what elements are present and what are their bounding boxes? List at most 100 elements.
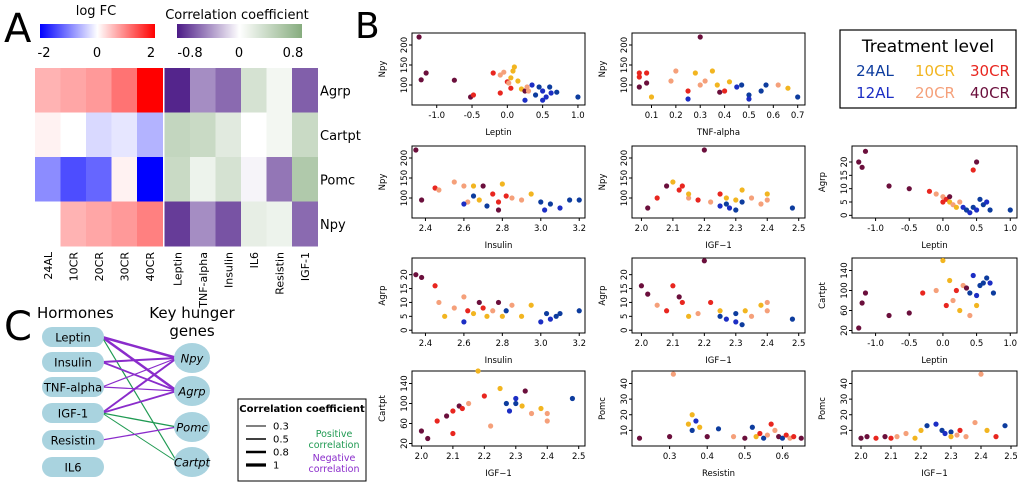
- data-point: [436, 299, 442, 306]
- data-point: [495, 199, 502, 205]
- y-tick-label: 10: [620, 297, 630, 308]
- heatmap-cell-logfc: [137, 68, 163, 113]
- plot-frame: [631, 370, 806, 447]
- data-point: [730, 434, 737, 440]
- data-point: [739, 187, 745, 193]
- data-point: [906, 310, 912, 316]
- data-point: [686, 191, 692, 197]
- x-tick-label: 2.0: [635, 339, 649, 349]
- data-point: [509, 302, 515, 308]
- heatmap-cell-logfc: [86, 201, 112, 247]
- data-point: [948, 434, 954, 440]
- data-point: [636, 74, 642, 80]
- data-point: [739, 199, 745, 205]
- x-tick-label: 2.4: [419, 339, 433, 349]
- y-tick-label: 10: [840, 183, 850, 194]
- data-point: [695, 310, 701, 317]
- data-point: [963, 285, 970, 291]
- data-point: [973, 302, 980, 309]
- heatmap-cell-corr: [241, 157, 267, 202]
- treatment-legend-item: 20CR: [915, 84, 955, 102]
- x-tick-label: 2.1: [666, 339, 680, 349]
- data-point: [497, 90, 503, 96]
- y-tick-label: 100: [620, 77, 630, 93]
- data-point: [924, 423, 930, 429]
- data-point: [748, 195, 755, 201]
- data-point: [465, 308, 471, 314]
- x-tick-label: 0.0: [501, 111, 515, 121]
- data-point: [772, 427, 778, 433]
- y-tick-label: 30: [620, 394, 630, 405]
- x-axis-label: Resistin: [702, 469, 735, 479]
- data-point: [768, 421, 774, 427]
- y-tick-label: 0: [620, 328, 630, 333]
- data-point: [763, 82, 769, 88]
- data-point: [490, 191, 496, 197]
- data-point: [664, 183, 670, 189]
- data-point: [723, 195, 729, 201]
- treatment-legend-item: 10CR: [915, 62, 955, 80]
- data-point: [644, 70, 650, 76]
- data-point: [859, 164, 865, 170]
- data-point: [926, 188, 933, 194]
- x-tick-label: 0.4: [718, 111, 732, 121]
- data-point: [670, 179, 676, 185]
- y-axis-label: Pomc: [818, 397, 828, 420]
- data-point: [973, 292, 980, 299]
- data-point: [957, 199, 963, 205]
- heatmap-col-label: Resistin: [273, 252, 286, 295]
- y-tick-label: 10: [620, 425, 630, 436]
- data-point: [524, 84, 530, 90]
- data-point: [497, 385, 503, 392]
- data-point: [459, 405, 465, 412]
- data-point: [708, 299, 714, 306]
- data-point: [509, 195, 515, 201]
- x-tick-label: 2.2: [698, 224, 712, 234]
- data-point: [547, 201, 554, 207]
- x-tick-label: 1.0: [571, 111, 585, 121]
- data-point: [972, 419, 978, 426]
- data-point: [638, 283, 645, 289]
- x-tick-label: 2.2: [914, 452, 928, 462]
- heatmap-cell-corr: [215, 157, 242, 202]
- data-point: [686, 195, 692, 201]
- plot-frame: [411, 145, 586, 219]
- treatment-legend-item: 12AL: [856, 84, 894, 102]
- data-point: [544, 410, 550, 417]
- x-tick-label: 0.5: [970, 224, 984, 234]
- hormone-node: [42, 377, 104, 397]
- data-point: [432, 283, 438, 289]
- data-point: [685, 88, 691, 94]
- data-point: [529, 82, 535, 88]
- x-tick-label: 0.3: [663, 452, 677, 462]
- data-point: [1002, 423, 1008, 429]
- data-point: [701, 147, 707, 153]
- heatmap-cell-corr: [215, 112, 242, 158]
- data-point: [532, 92, 539, 98]
- y-axis-label: Npy: [378, 174, 388, 191]
- y-tick-label: 15: [400, 283, 410, 294]
- corr-legend-title: Correlation coefficient: [165, 8, 309, 23]
- x-tick-label: 0.0: [936, 224, 950, 234]
- x-axis-label: Leptin: [921, 241, 947, 251]
- data-point: [888, 435, 894, 441]
- x-axis-label: IGF−1: [485, 469, 512, 479]
- legend-width-label: 0.8: [273, 448, 289, 459]
- data-point: [503, 400, 509, 407]
- data-point: [746, 96, 752, 102]
- positive-correlation-label-2: correlation: [309, 440, 360, 451]
- data-point: [873, 435, 879, 441]
- data-point: [670, 371, 676, 377]
- data-point: [758, 201, 764, 207]
- y-tick-label: 200: [620, 150, 630, 166]
- y-tick-label: 100: [400, 395, 410, 411]
- data-point: [503, 193, 509, 199]
- y-tick-label: 150: [400, 57, 410, 73]
- data-point: [993, 434, 999, 440]
- treatment-legend-item: 30CR: [970, 62, 1010, 80]
- x-tick-label: 2.4: [760, 224, 774, 234]
- data-point: [943, 302, 949, 309]
- y-axis-label: Agrp: [598, 285, 608, 305]
- x-tick-label: 2.4: [760, 339, 774, 349]
- logfc-legend-title: log FC: [76, 4, 117, 19]
